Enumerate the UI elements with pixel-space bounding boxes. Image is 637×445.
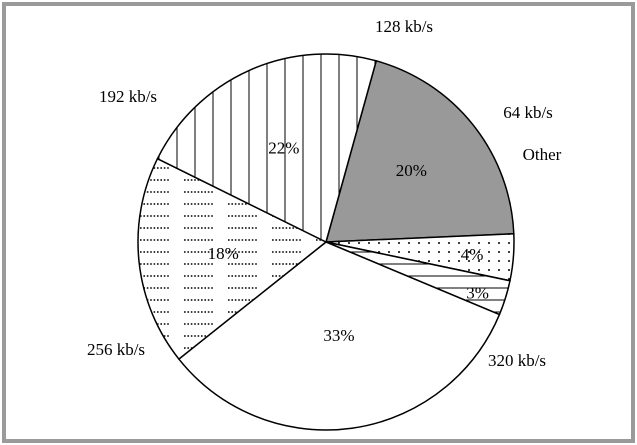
slice-category-label: 128 kb/s — [375, 17, 433, 36]
slice-percent-label: 18% — [208, 244, 239, 263]
slice-percent-label: 4% — [461, 245, 484, 264]
pie-slice — [325, 59, 515, 243]
pie-slice — [156, 53, 378, 244]
pie-slice — [137, 157, 328, 361]
pie-chart: 20% 128 kb/s 4% 64 kb/s 3% Other 33% 320 kb/s 18… — [87, 17, 562, 431]
slice-percent-label: 20% — [396, 161, 427, 180]
slice-category-label: 192 kb/s — [99, 87, 157, 106]
slice-category-label: 64 kb/s — [503, 103, 553, 122]
slice-category-label: Other — [523, 145, 562, 164]
slice-percent-label: 3% — [466, 283, 489, 302]
pie-slice — [177, 241, 501, 431]
slice-percent-label: 22% — [268, 139, 299, 158]
slice-category-label: 256 kb/s — [87, 340, 145, 359]
slice-percent-label: 33% — [323, 326, 354, 345]
slice-category-label: 320 kb/s — [488, 351, 546, 370]
